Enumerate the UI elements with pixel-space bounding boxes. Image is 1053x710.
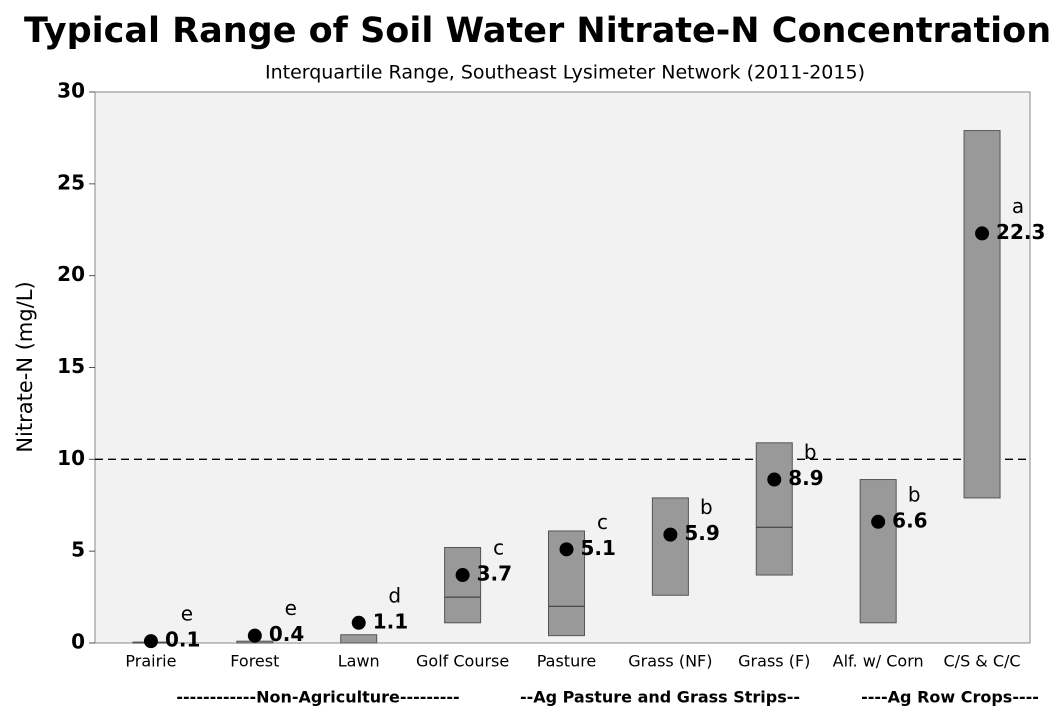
significance-letter: b [908, 482, 921, 506]
y-tick-label: 10 [57, 446, 85, 470]
significance-letter: d [388, 583, 401, 607]
iqr-box [340, 634, 378, 644]
significance-letter: a [1012, 194, 1024, 218]
mean-label: 0.4 [269, 622, 304, 646]
significance-letter: b [700, 495, 713, 519]
significance-letter: c [493, 536, 504, 560]
iqr-box [651, 497, 689, 596]
mean-dot [559, 542, 574, 557]
chart-title: Typical Range of Soil Water Nitrate-N Co… [24, 11, 1053, 51]
x-tick-label: Grass (F) [738, 652, 810, 671]
group-label: ------------Non-Agriculture--------- [176, 688, 459, 707]
mean-label: 6.6 [892, 508, 927, 532]
y-tick-label: 5 [71, 538, 85, 562]
x-tick-label: Alf. w/ Corn [833, 652, 924, 671]
significance-letter: c [597, 510, 608, 534]
iqr-box [859, 479, 897, 624]
mean-label: 0.1 [165, 628, 200, 652]
x-tick-label: Prairie [125, 652, 176, 671]
y-tick-label: 30 [57, 79, 85, 103]
iqr-box [963, 130, 1001, 499]
y-axis-label: Nitrate-N (mg/L) [13, 281, 37, 452]
y-tick-label: 25 [57, 170, 85, 194]
group-label: ----Ag Row Crops---- [861, 688, 1039, 707]
mean-label: 3.7 [477, 562, 512, 586]
x-tick-label: C/S & C/C [944, 652, 1021, 671]
x-tick-label: Golf Course [416, 652, 509, 671]
mean-label: 5.9 [684, 521, 719, 545]
y-tick-label: 15 [57, 354, 85, 378]
x-tick-label: Forest [230, 652, 279, 671]
mean-dot [871, 514, 886, 529]
y-tick-label: 20 [57, 262, 85, 286]
significance-letter: e [285, 596, 297, 620]
mean-dot [351, 615, 366, 630]
mean-label: 8.9 [788, 466, 823, 490]
x-tick-label: Lawn [338, 652, 380, 671]
y-tick-label: 0 [71, 630, 85, 654]
mean-label: 1.1 [373, 609, 408, 633]
mean-label: 5.1 [581, 536, 616, 560]
iqr-box [755, 442, 793, 576]
significance-letter: b [804, 440, 817, 464]
mean-dot [663, 527, 678, 542]
mean-dot [455, 568, 470, 583]
x-tick-label: Pasture [537, 652, 597, 671]
mean-label: 22.3 [996, 220, 1045, 244]
mean-dot [247, 628, 262, 643]
chart-subtitle: Interquartile Range, Southeast Lysimeter… [265, 62, 865, 84]
iqr-box [444, 546, 482, 624]
significance-letter: e [181, 602, 193, 626]
mean-dot [975, 226, 990, 241]
mean-dot [143, 634, 158, 649]
x-tick-label: Grass (NF) [628, 652, 712, 671]
group-label: --Ag Pasture and Grass Strips-- [520, 688, 800, 707]
mean-dot [767, 472, 782, 487]
